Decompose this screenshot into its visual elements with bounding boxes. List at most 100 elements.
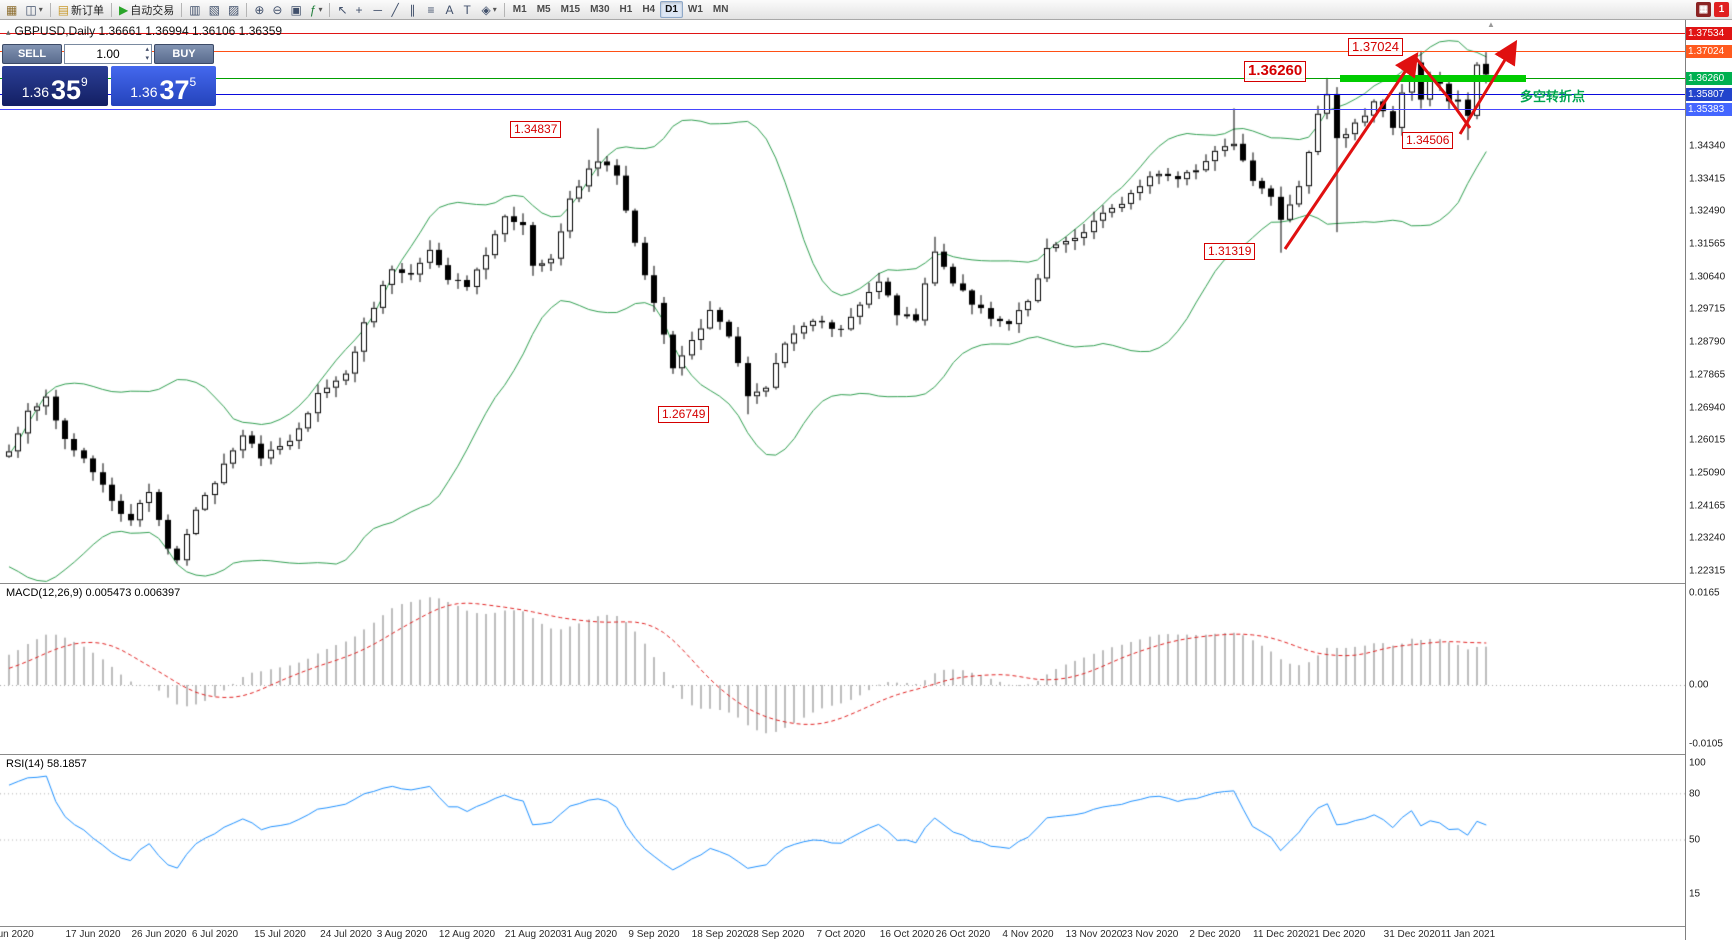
time-tick-label: 16 Oct 2020 <box>879 929 935 940</box>
rsi-label: RSI(14) 58.1857 <box>6 758 87 770</box>
buy-button[interactable]: BUY <box>154 44 214 64</box>
timeframe-h1-button[interactable]: H1 <box>615 1 638 18</box>
fibonacci-button[interactable]: ≡ <box>424 1 442 18</box>
new-order-label: 新订单 <box>71 4 105 17</box>
text-label-icon: T <box>463 2 471 17</box>
crosshair-button[interactable]: + <box>352 1 370 18</box>
timeframe-m5-button[interactable]: M5 <box>532 1 556 18</box>
horizontal-level-line[interactable] <box>0 94 1685 95</box>
price-axis-badge: 1.36260 <box>1686 72 1732 85</box>
timeframe-w1-button[interactable]: W1 <box>683 1 708 18</box>
notification-icon[interactable]: 1 <box>1714 2 1729 17</box>
volume-value: 1.00 <box>96 47 120 61</box>
zoom-out-button[interactable]: ⊖ <box>268 1 286 18</box>
navigator-icon: ▨ <box>227 2 240 17</box>
trendline-button[interactable]: ╱ <box>388 1 406 18</box>
spin-up-icon[interactable]: ▴ <box>145 46 149 53</box>
new-order-button[interactable]: ▤ 新订单 <box>54 1 108 18</box>
alert-icon[interactable]: ▦ <box>1696 2 1711 17</box>
time-tick-label: 7 Oct 2020 <box>816 929 866 940</box>
autotrading-icon: ▶ <box>119 2 129 17</box>
new-chart-icon: ▦ <box>6 2 18 17</box>
time-tick-label: 11 Dec 2020 <box>1253 929 1309 940</box>
timeframe-h4-button[interactable]: H4 <box>637 1 660 18</box>
time-tick-label: 31 Aug 2020 <box>560 929 618 940</box>
main-chart-canvas[interactable] <box>0 20 1685 583</box>
timeframe-m1-button[interactable]: M1 <box>508 1 532 18</box>
horizontal-level-line[interactable] <box>0 51 1685 52</box>
rsi-tick-label: 100 <box>1689 757 1706 769</box>
fibonacci-icon: ≡ <box>427 2 435 17</box>
text-button[interactable]: A <box>442 1 460 18</box>
text-label-button[interactable]: T <box>460 1 478 18</box>
price-annotation[interactable]: 1.31319 <box>1204 243 1256 260</box>
toolbar-separator <box>246 2 248 17</box>
time-tick-label: 13 Nov 2020 <box>1065 929 1123 940</box>
chart-shift-icon[interactable]: ▲ <box>1487 20 1495 29</box>
time-axis[interactable] <box>0 927 1685 940</box>
sell-price-panel[interactable]: 1.36 35 9 <box>2 66 108 106</box>
toolbar-right-icons: ▦ 1 <box>1696 2 1729 17</box>
pane-separator[interactable] <box>0 583 1732 584</box>
sell-button[interactable]: SELL <box>2 44 62 64</box>
horizontal-line-button[interactable]: ─ <box>370 1 388 18</box>
price-tick-label: 1.32490 <box>1689 205 1726 217</box>
expand-icon[interactable]: ▴ <box>6 27 11 37</box>
price-axis-badge: 1.37534 <box>1686 27 1732 40</box>
timeframe-m15-button[interactable]: M15 <box>556 1 585 18</box>
price-tick-label: 1.24165 <box>1689 500 1726 512</box>
profiles-button[interactable]: ◫ ▾ <box>21 1 46 18</box>
shapes-icon: ◈ <box>481 2 491 17</box>
price-axis-badge: 1.35383 <box>1686 103 1732 116</box>
caret-down-icon: ▾ <box>492 5 497 14</box>
buy-price-panel[interactable]: 1.36 37 5 <box>110 66 216 106</box>
timeframe-mn-button[interactable]: MN <box>708 1 734 18</box>
autotrading-button[interactable]: ▶ 自动交易 <box>115 1 178 18</box>
time-tick-label: 26 Oct 2020 <box>935 929 991 940</box>
cursor-icon: ↖ <box>337 2 348 17</box>
price-tick-label: 1.23240 <box>1689 532 1726 544</box>
shapes-button[interactable]: ◈ ▾ <box>478 1 501 18</box>
price-tick-label: 1.29715 <box>1689 303 1726 315</box>
pane-separator[interactable] <box>0 754 1732 755</box>
volume-input[interactable]: 1.00 ▴ ▾ <box>64 44 152 64</box>
price-annotation[interactable]: 1.26749 <box>658 406 710 423</box>
chart-note-text[interactable]: 多空转折点 <box>1520 89 1586 104</box>
timeframe-m30-button[interactable]: M30 <box>585 1 614 18</box>
timeframe-d1-button[interactable]: D1 <box>660 1 683 18</box>
cursor-button[interactable]: ↖ <box>333 1 351 18</box>
pane-separator[interactable] <box>0 926 1732 927</box>
channel-button[interactable]: ∥ <box>406 1 424 18</box>
price-annotation[interactable]: 1.34506 <box>1402 132 1454 149</box>
macd-canvas[interactable] <box>0 584 1685 754</box>
support-resistance-band[interactable] <box>1340 75 1526 82</box>
macd-tick-label: 0.0165 <box>1689 587 1720 599</box>
indicators-button[interactable]: ƒ ▾ <box>306 1 327 18</box>
volume-stepper[interactable]: ▴ ▾ <box>145 45 149 63</box>
horizontal-level-line[interactable] <box>0 33 1685 34</box>
caret-down-icon: ▾ <box>38 5 43 14</box>
buy-price-point: 5 <box>189 75 197 89</box>
horizontal-level-line[interactable] <box>0 78 1685 79</box>
rsi-canvas[interactable] <box>0 755 1685 926</box>
buy-price-pips: 37 <box>159 75 190 106</box>
navigator-button[interactable]: ▨ <box>224 1 243 18</box>
new-chart-button[interactable]: ▦ <box>2 1 21 18</box>
macd-tick-label: -0.0105 <box>1689 738 1723 750</box>
horizontal-level-line[interactable] <box>0 109 1685 110</box>
time-tick-label: 11 Jan 2021 <box>1440 929 1496 940</box>
spin-down-icon[interactable]: ▾ <box>145 55 149 62</box>
price-tick-label: 1.26940 <box>1689 402 1726 414</box>
tile-windows-button[interactable]: ▣ <box>286 1 305 18</box>
symbol-ohlc-text: GBPUSD,Daily 1.36661 1.36994 1.36106 1.3… <box>14 24 283 38</box>
price-annotation[interactable]: 1.37024 <box>1348 38 1403 57</box>
price-tick-label: 1.28790 <box>1689 336 1726 348</box>
data-window-button[interactable]: ▧ <box>205 1 224 18</box>
price-annotation[interactable]: 1.36260 <box>1244 61 1307 82</box>
price-axis-badge: 1.37024 <box>1686 45 1732 58</box>
market-watch-button[interactable]: ▥ <box>185 1 204 18</box>
zoom-in-button[interactable]: ⊕ <box>250 1 268 18</box>
price-axis[interactable] <box>1685 20 1732 940</box>
price-annotation[interactable]: 1.34837 <box>510 121 562 138</box>
